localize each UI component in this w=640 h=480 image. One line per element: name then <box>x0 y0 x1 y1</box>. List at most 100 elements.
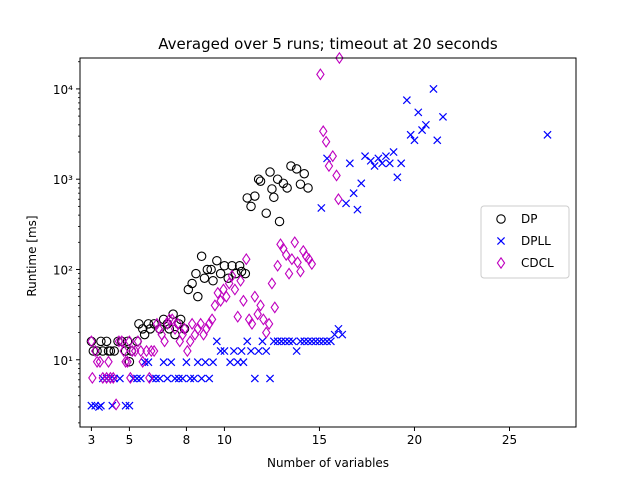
data-point-cdcl <box>125 335 134 348</box>
data-point-cdcl <box>281 248 291 262</box>
data-point-dp <box>193 291 203 302</box>
data-point-dpll <box>186 374 195 383</box>
data-point-cdcl <box>324 159 334 173</box>
data-point-dp <box>124 357 135 367</box>
data-point-dpll <box>366 156 375 165</box>
data-point-dpll <box>140 358 149 367</box>
data-point-dpll <box>433 136 442 145</box>
data-point-dp <box>208 276 218 286</box>
data-point-dpll <box>345 159 354 168</box>
x-tick-label: 8 <box>183 433 191 447</box>
data-point-dpll <box>197 374 206 383</box>
data-point-dpll <box>338 330 347 339</box>
data-point-cdcl <box>173 317 183 331</box>
y-tick-label: 10³ <box>53 173 73 187</box>
data-point-cdcl <box>167 313 177 326</box>
data-point-cdcl <box>242 253 251 266</box>
data-point-dpll <box>418 126 427 135</box>
y-tick-label: 10² <box>53 263 73 277</box>
data-point-cdcl <box>165 313 174 326</box>
data-point-dpll <box>273 337 282 346</box>
data-point-cdcl <box>117 335 127 348</box>
data-point-dp <box>282 183 292 193</box>
data-point-cdcl <box>261 326 271 339</box>
data-point-cdcl <box>180 322 189 336</box>
data-point-cdcl <box>106 371 115 385</box>
data-point-cdcl <box>114 335 124 348</box>
data-point-dpll <box>250 374 259 383</box>
data-point-cdcl <box>316 68 325 81</box>
data-point-cdcl <box>230 283 240 296</box>
data-point-dpll <box>212 337 221 346</box>
data-point-dp <box>269 192 279 203</box>
legend: DP DPLL CDCL <box>480 205 570 279</box>
data-point-cdcl <box>187 317 197 331</box>
data-point-cdcl <box>267 277 277 290</box>
data-point-dp <box>206 264 216 275</box>
data-point-dp <box>109 346 119 356</box>
data-point-cdcl <box>307 257 317 271</box>
data-point-cdcl <box>146 344 156 358</box>
data-point-dpll <box>334 324 343 333</box>
data-point-dp <box>120 346 131 356</box>
x-tick-label: 10 <box>217 433 232 447</box>
data-point-cdcl <box>299 244 308 258</box>
data-point-dp <box>202 264 213 275</box>
data-point-cdcl <box>157 328 166 341</box>
data-point-dp <box>234 260 245 271</box>
data-point-cdcl <box>127 344 137 358</box>
data-point-cdcl <box>233 310 243 323</box>
data-point-dpll <box>159 358 168 367</box>
data-point-dpll <box>144 358 153 367</box>
data-point-dpll <box>543 130 552 139</box>
data-point-cdcl <box>239 294 248 307</box>
data-point-cdcl <box>199 328 208 341</box>
data-point-dp <box>101 336 112 347</box>
data-point-dpll <box>262 346 271 356</box>
legend-label-dpll: DPLL <box>521 234 551 248</box>
data-point-cdcl <box>121 355 130 368</box>
data-point-cdcl <box>236 274 245 287</box>
data-point-cdcl <box>270 301 280 314</box>
data-point-dpll <box>315 337 324 346</box>
data-point-cdcl <box>133 335 143 348</box>
x-tick-label: 20 <box>407 433 422 447</box>
data-point-dpll <box>233 358 242 367</box>
data-point-dpll <box>288 337 297 346</box>
data-point-cdcl <box>190 328 200 341</box>
data-point-dpll <box>174 374 183 383</box>
data-point-dpll <box>96 401 105 410</box>
data-point-dp <box>231 268 241 279</box>
data-point-dp <box>212 255 222 266</box>
y-tick-label: 10⁴ <box>53 83 73 97</box>
data-point-cdcl <box>253 307 262 321</box>
data-point-cdcl <box>256 299 265 312</box>
data-point-dpll <box>326 337 335 346</box>
data-point-dpll <box>385 159 394 168</box>
data-point-dpll <box>178 374 187 383</box>
data-point-dpll <box>167 358 176 367</box>
data-point-dpll <box>323 337 332 346</box>
legend-label-dp: DP <box>521 212 537 226</box>
data-point-dpll <box>330 330 339 339</box>
data-point-dpll <box>438 112 447 121</box>
data-point-dpll <box>132 374 142 383</box>
data-point-cdcl <box>290 236 300 249</box>
data-point-dp <box>122 336 133 347</box>
legend-marker-dp <box>496 214 506 224</box>
data-point-dpll <box>220 346 229 356</box>
data-point-cdcl <box>136 344 146 358</box>
data-point-dpll <box>277 337 286 346</box>
data-point-dpll <box>258 337 267 346</box>
data-point-dp <box>286 161 296 171</box>
data-point-dp <box>303 183 313 193</box>
data-point-dp <box>274 216 285 227</box>
chart-title: Averaged over 5 runs; timeout at 20 seco… <box>158 35 498 53</box>
data-point-dp <box>187 278 197 289</box>
data-point-dpll <box>182 358 191 367</box>
data-point-dp <box>261 208 271 218</box>
data-point-cdcl <box>170 322 180 336</box>
data-point-dpll <box>381 152 390 161</box>
data-point-dpll <box>155 374 164 383</box>
data-point-dp <box>139 329 150 340</box>
